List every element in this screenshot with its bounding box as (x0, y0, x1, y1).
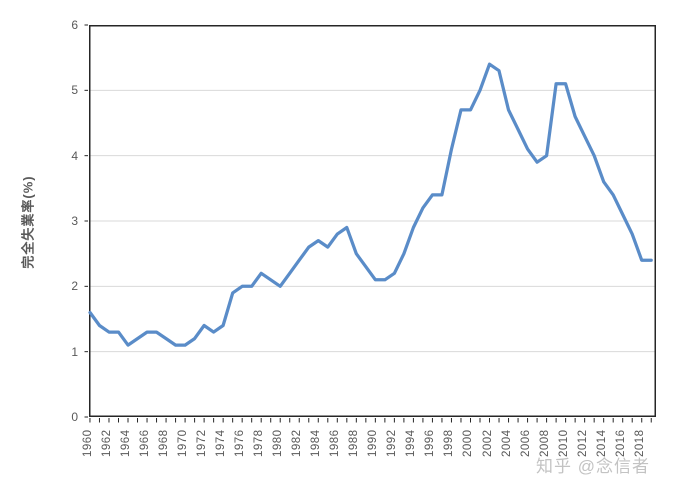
y-tick-label: 0 (71, 410, 78, 424)
x-tick-label: 1974 (215, 429, 228, 457)
x-tick-label: 1984 (310, 429, 323, 457)
x-tick-label: 1966 (139, 429, 152, 457)
x-tick-label: 2000 (462, 429, 475, 457)
x-tick-label: 1990 (367, 429, 380, 457)
x-tick-label: 2004 (500, 429, 513, 457)
x-tick-label: 1972 (196, 429, 209, 457)
x-tick-label: 1960 (81, 429, 94, 457)
x-tick-label: 1976 (234, 429, 247, 457)
x-tick-label: 1994 (405, 429, 418, 457)
x-tick-label: 1986 (329, 429, 342, 457)
x-tick-label: 1998 (443, 429, 456, 457)
unemployment-rate-line (88, 62, 653, 347)
y-tick-label: 1 (71, 344, 78, 359)
x-tick-label: 1962 (100, 429, 113, 457)
x-tick-label: 1980 (272, 429, 285, 457)
x-tick-label: 2002 (481, 429, 494, 457)
watermark: 知乎 @念信者 (536, 457, 650, 476)
x-tick-label: 1996 (424, 429, 437, 457)
x-tick-label: 1968 (158, 429, 171, 457)
x-tick-label: 1964 (120, 429, 132, 457)
y-tick-label: 3 (71, 214, 78, 228)
plot-border (89, 25, 656, 417)
y-tick-label: 6 (71, 18, 78, 32)
x-tick-label: 2006 (519, 429, 532, 457)
x-tick-label: 1970 (177, 429, 190, 457)
y-tick-label: 4 (71, 148, 78, 163)
x-tick-label: 1992 (386, 429, 399, 457)
x-tick-label: 1978 (253, 429, 266, 457)
x-tick-label: 1988 (348, 429, 361, 457)
x-tick-label: 1982 (291, 429, 304, 457)
y-tick-label: 2 (71, 279, 78, 294)
y-tick-label: 5 (71, 83, 78, 98)
